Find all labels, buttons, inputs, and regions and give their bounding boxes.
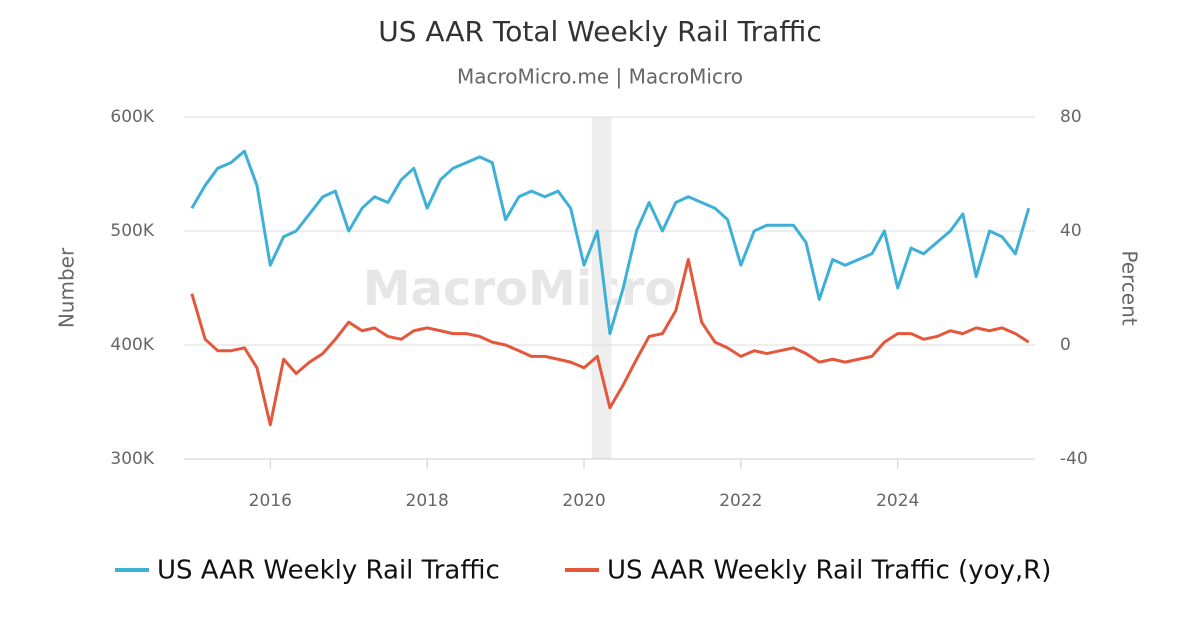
chart-title: US AAR Total Weekly Rail Traffic (378, 15, 821, 48)
y2-tick-label: 0 (1060, 335, 1071, 355)
y2-tick-label: -40 (1060, 449, 1088, 469)
y-tick-label: 400K (110, 335, 154, 355)
series-line (190, 258, 1030, 427)
legend-label: US AAR Weekly Rail Traffic (157, 556, 500, 586)
y2-tick-label: 40 (1060, 221, 1082, 241)
x-tick-label: 2020 (562, 491, 605, 511)
y-tick-label: 300K (110, 449, 154, 469)
watermark: MacroMicro (363, 261, 678, 317)
y2-tick-label: 80 (1060, 107, 1082, 127)
series-line (190, 149, 1031, 336)
shaded-period (591, 117, 612, 459)
x-tick-label: 2024 (876, 491, 919, 511)
y-tick-label: 600K (110, 107, 154, 127)
y2-axis-label: Percent (1118, 250, 1142, 325)
x-tick-label: 2018 (406, 491, 449, 511)
y-tick-label: 500K (110, 221, 154, 241)
x-tick-label: 2022 (719, 491, 762, 511)
x-tick-label: 2016 (249, 491, 292, 511)
chart-subtitle: MacroMicro.me | MacroMicro (457, 65, 743, 89)
y-axis-label: Number (55, 247, 79, 328)
legend-label: US AAR Weekly Rail Traffic (yoy,R) (607, 556, 1051, 586)
